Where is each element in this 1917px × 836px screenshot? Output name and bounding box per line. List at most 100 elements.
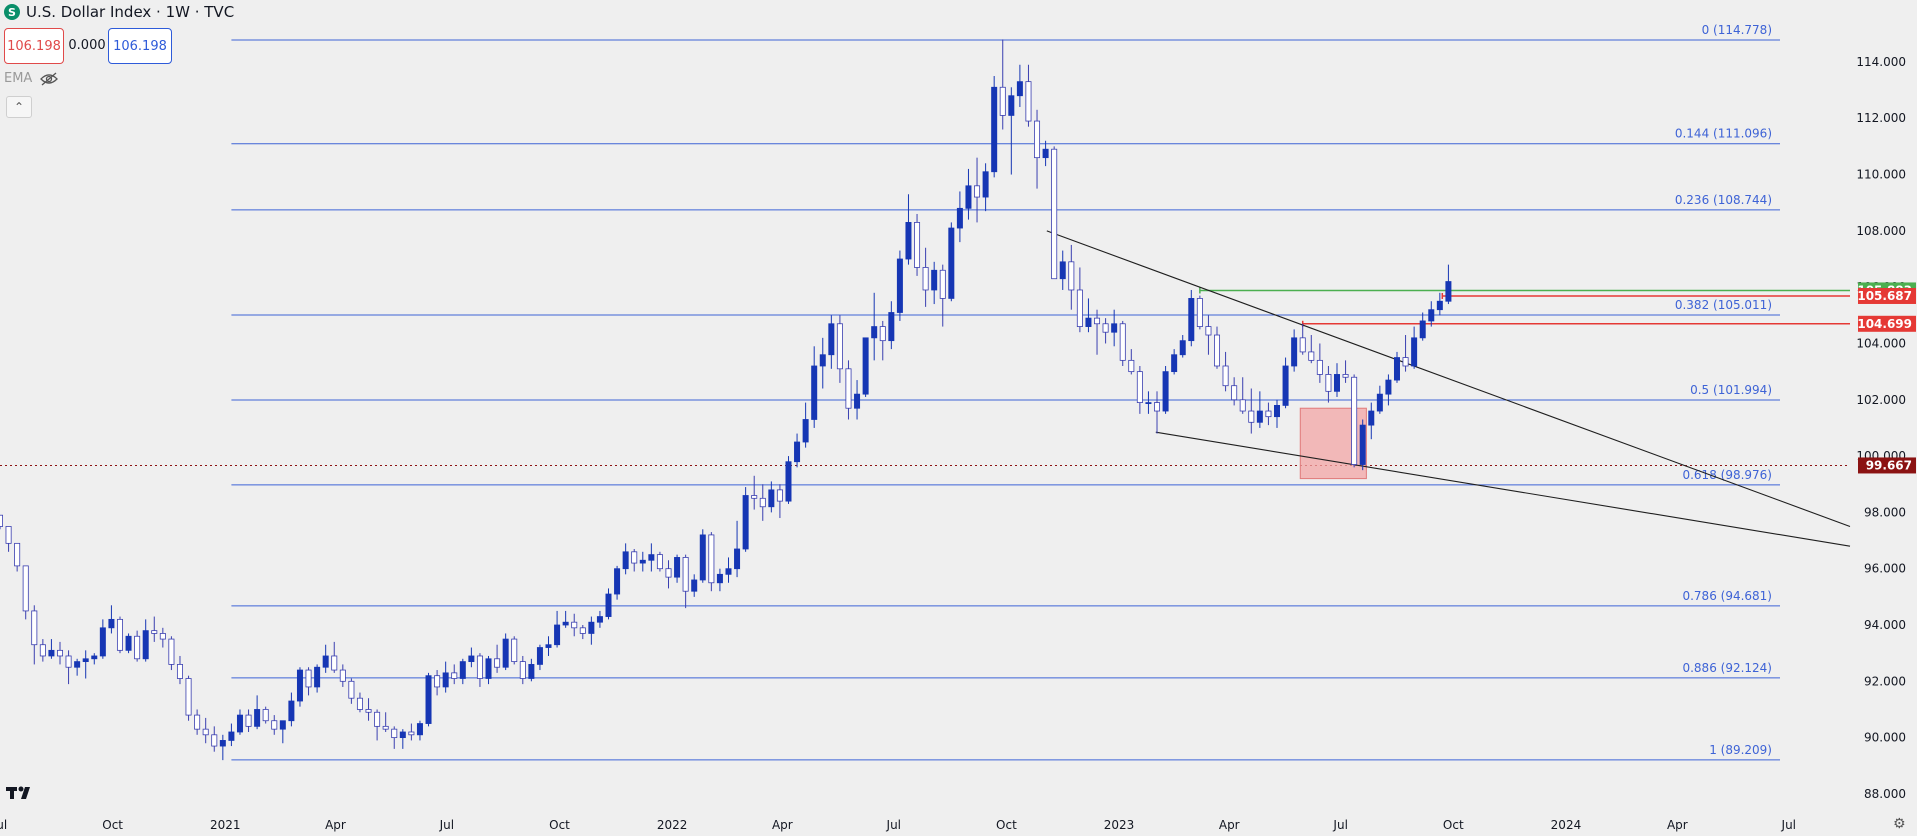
candle-body bbox=[451, 672, 458, 679]
candle-body bbox=[1034, 120, 1041, 159]
candle-body bbox=[14, 542, 21, 567]
x-tick-label: Oct bbox=[102, 818, 123, 832]
candle-body bbox=[1128, 359, 1135, 373]
candle-body bbox=[211, 734, 218, 747]
trendlines bbox=[1046, 230, 1851, 547]
candle-body bbox=[408, 731, 415, 736]
candle-body bbox=[1222, 365, 1229, 387]
x-tick-label: 2024 bbox=[1551, 818, 1582, 832]
tradingview-logo bbox=[6, 782, 36, 807]
candle-body bbox=[1145, 402, 1152, 404]
x-tick-label: Oct bbox=[996, 818, 1017, 832]
candle-body bbox=[134, 635, 141, 660]
candle-body bbox=[339, 669, 346, 682]
candle-body bbox=[262, 709, 269, 722]
collapse-legend-button[interactable]: ⌃ bbox=[6, 96, 32, 118]
candle-body bbox=[1368, 410, 1375, 426]
candle-body bbox=[759, 497, 766, 508]
candle-body bbox=[639, 559, 646, 564]
candle-body bbox=[1265, 410, 1272, 418]
candle-body bbox=[1282, 365, 1289, 406]
candle-body bbox=[596, 616, 603, 623]
candle-body bbox=[348, 680, 355, 699]
x-axis: Jul Oct 2021 Apr Jul Oct 2022 Apr Jul Oct 2023 Apr J… bbox=[0, 818, 1796, 832]
candle-body bbox=[674, 557, 681, 578]
candle-body bbox=[1308, 351, 1315, 361]
candle-body bbox=[879, 326, 886, 342]
fib-label: 0.382 (105.011) bbox=[1675, 298, 1772, 312]
fib-levels: 0 (114.778) 0.144 (111.096) 0.236 (108.744… bbox=[0, 23, 1850, 761]
candle-body bbox=[1196, 298, 1203, 327]
x-tick-label: 2023 bbox=[1104, 818, 1135, 832]
candle-body bbox=[519, 661, 526, 679]
candle-body bbox=[588, 621, 595, 634]
chart-header: S U.S. Dollar Index · 1W · TVC bbox=[4, 2, 234, 22]
candle-body bbox=[39, 644, 46, 657]
sell-price-button[interactable]: 106.198 bbox=[4, 28, 64, 64]
x-tick-label: 2022 bbox=[657, 818, 688, 832]
candle-body bbox=[236, 714, 243, 733]
candle-body bbox=[734, 548, 741, 570]
candle-body bbox=[65, 655, 72, 668]
candle-body bbox=[219, 740, 226, 747]
candle-body bbox=[159, 633, 166, 640]
candle-body bbox=[751, 495, 758, 499]
candle-body bbox=[1051, 148, 1058, 280]
candle-body bbox=[545, 644, 552, 648]
y-tick-label: 94.000 bbox=[1864, 618, 1906, 632]
candle-body bbox=[48, 649, 55, 657]
candle-body bbox=[1076, 289, 1083, 327]
candle-body bbox=[296, 669, 303, 702]
candle-body bbox=[1016, 81, 1023, 97]
candle-body bbox=[176, 664, 183, 679]
y-tick-label: 102.000 bbox=[1856, 393, 1906, 407]
candle-body bbox=[5, 526, 12, 544]
x-tick-label: Oct bbox=[549, 818, 570, 832]
candle-body bbox=[605, 593, 612, 617]
candle-body bbox=[956, 207, 963, 229]
candle-body bbox=[554, 624, 561, 646]
x-tick-label: Jul bbox=[886, 818, 901, 832]
price-tag-label: 105.687 bbox=[1857, 289, 1912, 303]
candle-body bbox=[888, 312, 895, 342]
candle-body bbox=[271, 720, 278, 730]
candle-body bbox=[1171, 354, 1178, 373]
indicator-label[interactable]: EMA bbox=[4, 71, 33, 86]
candle-body bbox=[914, 222, 921, 268]
candle-body bbox=[1102, 323, 1109, 333]
candle-body bbox=[1179, 340, 1186, 356]
fib-label: 1 (89.209) bbox=[1709, 743, 1772, 757]
x-tick-label: Apr bbox=[772, 818, 793, 832]
buy-price-button[interactable]: 106.198 bbox=[108, 28, 172, 64]
symbol-icon[interactable]: S bbox=[4, 4, 20, 20]
candle-body bbox=[631, 551, 638, 564]
candle-body bbox=[31, 610, 38, 646]
fib-label: 0.144 (111.096) bbox=[1675, 127, 1772, 141]
candle-body bbox=[99, 627, 106, 657]
candle-body bbox=[1059, 261, 1066, 280]
candle-body bbox=[1008, 95, 1015, 116]
candle-body bbox=[811, 365, 818, 420]
candle-body bbox=[794, 441, 801, 463]
candle-body bbox=[536, 647, 543, 665]
candle-body bbox=[0, 514, 3, 527]
eye-hidden-icon[interactable] bbox=[40, 72, 59, 86]
x-tick-label: 2021 bbox=[210, 818, 241, 832]
candle-body bbox=[571, 621, 578, 629]
candle-body bbox=[1248, 410, 1255, 423]
y-tick-label: 98.000 bbox=[1864, 505, 1906, 519]
candle-body bbox=[185, 678, 192, 716]
price-tag-box bbox=[1858, 315, 1916, 332]
candle-body bbox=[331, 655, 338, 671]
candle-body bbox=[939, 269, 946, 299]
chart-title[interactable]: U.S. Dollar Index · 1W · TVC bbox=[26, 3, 235, 21]
settings-icon[interactable]: ⚙ bbox=[1893, 816, 1906, 832]
candle-body bbox=[614, 568, 621, 595]
candle-body bbox=[819, 354, 826, 367]
candle-body bbox=[854, 393, 861, 409]
x-tick-label: Jul bbox=[0, 818, 7, 832]
horizontal-rays bbox=[1199, 287, 1850, 327]
price-tag-label: 99.667 bbox=[1866, 458, 1912, 472]
candle-body bbox=[442, 672, 449, 688]
